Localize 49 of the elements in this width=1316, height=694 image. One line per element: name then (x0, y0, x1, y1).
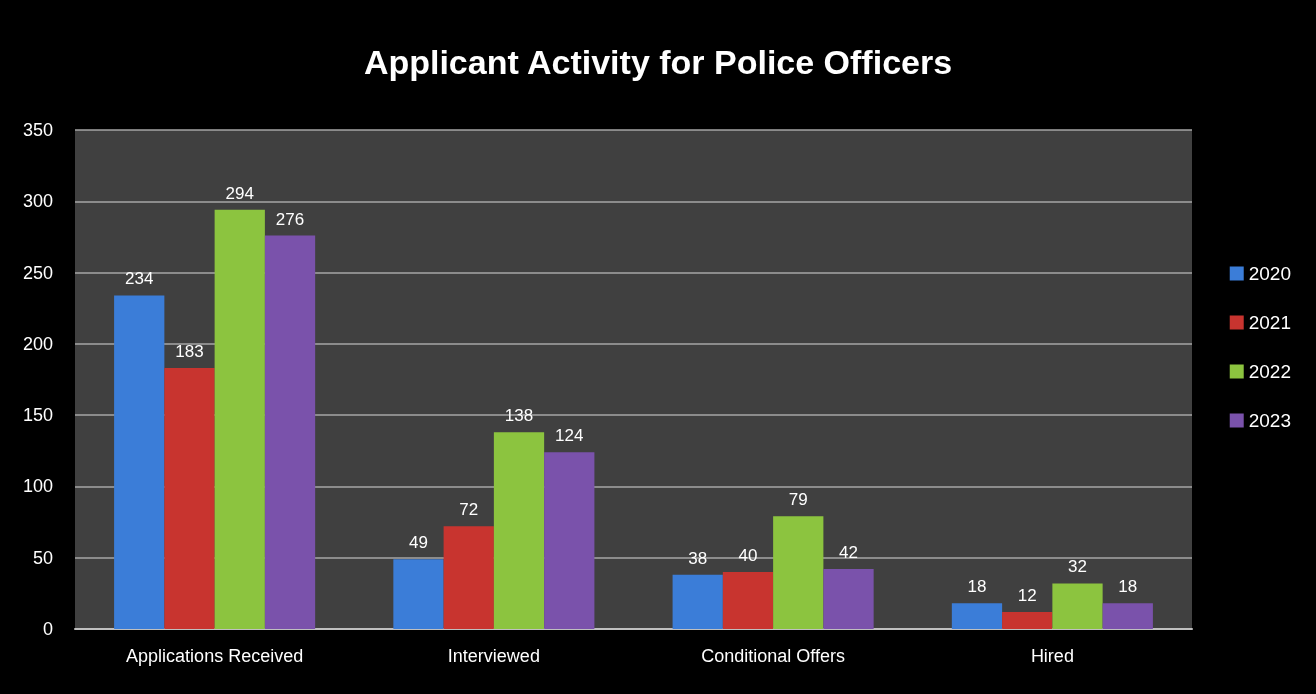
data-label: 38 (688, 548, 708, 568)
data-label: 234 (125, 269, 154, 289)
y-tick-label: 350 (22, 120, 53, 140)
data-label: 18 (1118, 577, 1138, 597)
x-tick-label: Conditional Offers (701, 646, 845, 666)
data-label: 49 (409, 533, 428, 553)
y-tick-label: 300 (22, 191, 53, 212)
legend-label: 2020 (1248, 263, 1292, 284)
bar (443, 526, 494, 629)
legend-label: 2023 (1248, 410, 1292, 431)
bar (951, 603, 1003, 629)
legend-label: 2022 (1248, 361, 1292, 382)
data-label: 42 (839, 543, 858, 563)
bar (1002, 611, 1053, 629)
bar (1102, 603, 1153, 629)
data-label: 276 (275, 209, 305, 229)
bar (672, 574, 723, 629)
bar (393, 559, 444, 629)
bar (544, 452, 595, 629)
data-label: 138 (504, 406, 534, 426)
bar (1052, 583, 1103, 629)
bar (773, 516, 824, 629)
y-tick-label: 100 (22, 476, 53, 497)
y-tick-label: 200 (22, 333, 53, 354)
x-tick-label: Applications Received (126, 646, 304, 666)
data-label: 18 (967, 577, 987, 597)
x-tick-label: Hired (1030, 646, 1074, 666)
data-label: 72 (459, 500, 479, 520)
data-label: 183 (175, 342, 204, 362)
data-label: 124 (555, 426, 584, 446)
y-tick-label: 50 (32, 547, 53, 568)
data-label: 79 (788, 490, 808, 510)
bar (264, 235, 316, 629)
data-label: 294 (225, 183, 254, 203)
x-tick-label: Interviewed (447, 646, 540, 666)
legend-label: 2021 (1248, 312, 1292, 333)
y-tick-label: 250 (22, 262, 53, 283)
bar (114, 295, 165, 629)
bar (164, 368, 215, 629)
data-label: 32 (1068, 557, 1087, 577)
bar (823, 569, 874, 629)
bar (722, 571, 774, 629)
bar (214, 209, 265, 629)
data-label: 12 (1017, 585, 1037, 605)
y-tick-label: 150 (22, 405, 53, 426)
chart-title: Applicant Activity for Police Officers (363, 43, 953, 81)
y-tick-label: 0 (42, 619, 53, 639)
bar (493, 432, 545, 629)
data-label: 40 (738, 545, 758, 565)
